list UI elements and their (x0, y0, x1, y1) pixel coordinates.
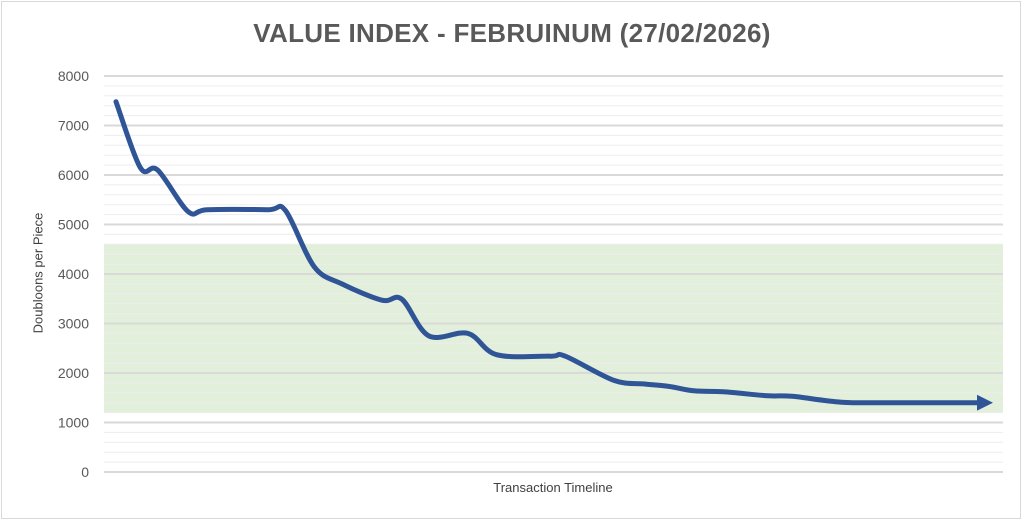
y-tick-label: 3000 (58, 316, 89, 332)
y-tick-label: 8000 (58, 68, 89, 84)
minor-gridlines (104, 85, 1003, 463)
target-band-layer (104, 244, 1003, 413)
y-tick-label: 1000 (58, 415, 89, 431)
x-axis-label: Transaction Timeline (493, 480, 613, 495)
y-tick-label: 7000 (58, 118, 89, 134)
major-gridlines (104, 75, 1003, 473)
y-tick-label: 5000 (58, 217, 89, 233)
y-tick-label: 0 (81, 464, 89, 480)
series-line (113, 99, 994, 411)
chart-title: VALUE INDEX - FEBRUINUM (27/02/2026) (253, 18, 771, 48)
y-tick-label: 6000 (58, 167, 89, 183)
y-tick-label: 2000 (58, 365, 89, 381)
y-tick-label: 4000 (58, 266, 89, 282)
target-band (104, 244, 1003, 413)
y-tick-labels: 0 1000 2000 3000 4000 5000 6000 7000 8000 (58, 68, 89, 480)
series-layer (113, 99, 994, 411)
